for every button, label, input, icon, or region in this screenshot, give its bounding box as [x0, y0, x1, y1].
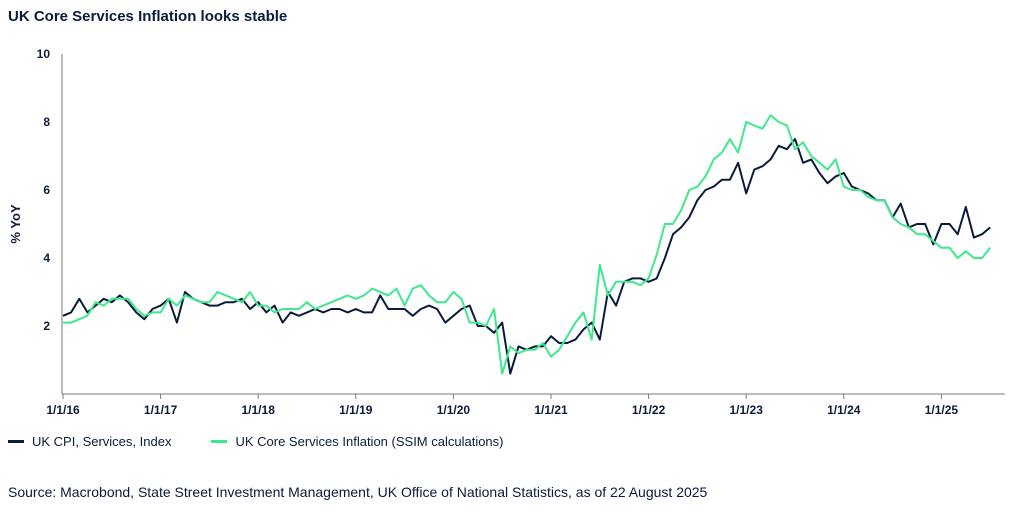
x-tick-label: 1/1/16 — [46, 403, 80, 417]
x-tick-label: 1/1/21 — [534, 403, 568, 417]
x-tick-label: 1/1/18 — [242, 403, 276, 417]
y-tick-label: 4 — [43, 251, 50, 265]
y-tick-label: 10 — [37, 47, 51, 61]
legend-item-core-services: UK Core Services Inflation (SSIM calcula… — [211, 434, 504, 449]
source-note: Source: Macrobond, State Street Investme… — [8, 484, 708, 500]
y-axis-label: % YoY — [8, 204, 23, 244]
legend-label-core-services: UK Core Services Inflation (SSIM calcula… — [235, 434, 504, 449]
x-ticks: 1/1/16 1/1/17 1/1/18 1/1/19 1/1/20 1/1/21 1/1/… — [46, 394, 958, 417]
legend: UK CPI, Services, Index UK Core Services… — [8, 434, 544, 449]
series-line-cpi-services — [62, 138, 991, 375]
legend-swatch-core-services — [211, 440, 228, 443]
x-tick-label: 1/1/20 — [437, 403, 471, 417]
y-tick-label: 8 — [43, 115, 50, 129]
x-tick-label: 1/1/22 — [632, 403, 666, 417]
x-tick-label: 1/1/23 — [730, 403, 764, 417]
y-tick-label: 6 — [43, 183, 50, 197]
y-tick-label: 2 — [43, 319, 50, 333]
series-line-core-services — [63, 114, 991, 375]
x-tick-label: 1/1/25 — [925, 403, 959, 417]
legend-item-cpi-services: UK CPI, Services, Index — [8, 434, 171, 449]
series-lines — [62, 114, 991, 375]
chart-title: UK Core Services Inflation looks stable — [8, 8, 288, 25]
legend-label-cpi-services: UK CPI, Services, Index — [32, 434, 172, 449]
x-tick-label: 1/1/17 — [144, 403, 178, 417]
y-ticks: 2 4 6 8 10 — [37, 47, 51, 333]
legend-swatch-cpi-services — [8, 440, 24, 443]
x-tick-label: 1/1/19 — [339, 403, 373, 417]
x-tick-label: 1/1/24 — [827, 403, 861, 417]
